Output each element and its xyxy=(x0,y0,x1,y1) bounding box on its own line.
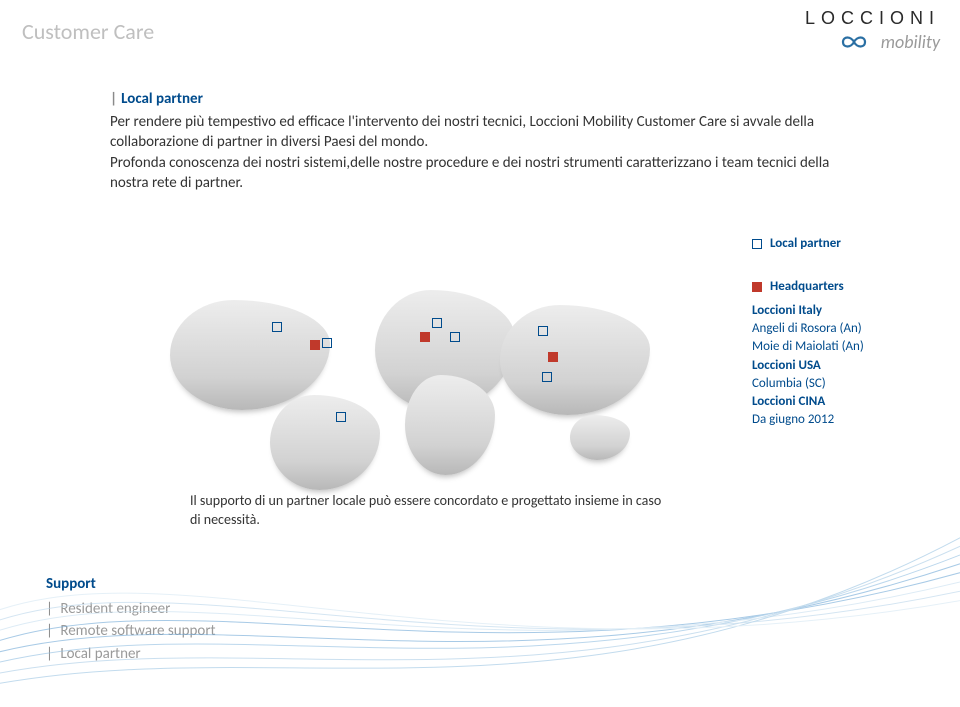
brand-name: LOCCIONI xyxy=(805,8,940,29)
hq-list-item: Loccioni USA xyxy=(752,357,922,375)
hq-list-item: Da giugno 2012 xyxy=(752,411,922,429)
footer-nav: Support | Resident engineer| Remote soft… xyxy=(46,573,216,665)
map-legend: Local partner Headquarters Loccioni Ital… xyxy=(752,236,922,429)
footer-nav-item-label: Local partner xyxy=(57,645,141,663)
infinity-icon xyxy=(833,31,875,53)
square-outline-icon xyxy=(752,239,762,249)
map-marker-partner xyxy=(538,326,548,336)
legend-headquarters-label: Headquarters xyxy=(770,279,844,294)
pipe-icon: | xyxy=(110,90,117,108)
brand-logo: LOCCIONI mobility xyxy=(805,8,940,53)
map-marker-hq xyxy=(548,352,558,362)
main-content: |Local partner Per rendere più tempestiv… xyxy=(110,90,830,193)
map-marker-hq xyxy=(420,332,430,342)
square-filled-icon xyxy=(752,282,762,292)
pipe-icon: | xyxy=(46,622,53,640)
headquarters-list: Loccioni ItalyAngeli di Rosora (An)Moie … xyxy=(752,302,922,429)
map-marker-partner xyxy=(450,332,460,342)
brand-tagline-row: mobility xyxy=(805,31,940,53)
section-heading: |Local partner xyxy=(110,90,830,108)
map-marker-partner xyxy=(322,338,332,348)
hq-list-item: Loccioni CINA xyxy=(752,393,922,411)
footer-nav-item-label: Remote software support xyxy=(57,622,216,640)
map-marker-partner xyxy=(542,372,552,382)
section-heading-text: Local partner xyxy=(121,90,203,108)
paragraph-1: Per rendere più tempestivo ed efficace l… xyxy=(110,112,830,153)
map-marker-partner xyxy=(336,412,346,422)
legend-local-partner: Local partner xyxy=(752,236,922,251)
map-caption: Il supporto di un partner locale può ess… xyxy=(190,492,670,530)
footer-nav-title: Support xyxy=(46,573,216,596)
footer-nav-item: | Remote software support xyxy=(46,620,216,643)
pipe-icon: | xyxy=(46,645,53,663)
hq-list-item: Moie di Maiolati (An) xyxy=(752,338,922,356)
map-marker-partner xyxy=(272,322,282,332)
hq-list-item: Columbia (SC) xyxy=(752,375,922,393)
hq-list-item: Loccioni Italy xyxy=(752,302,922,320)
map-marker-hq xyxy=(310,340,320,350)
legend-local-partner-label: Local partner xyxy=(770,236,841,251)
hq-list-item: Angeli di Rosora (An) xyxy=(752,320,922,338)
pipe-icon: | xyxy=(46,600,53,618)
paragraph-2: Profonda conoscenza dei nostri sistemi,d… xyxy=(110,153,830,194)
footer-nav-item-label: Resident engineer xyxy=(57,600,170,618)
world-map xyxy=(150,260,670,490)
map-marker-partner xyxy=(432,318,442,328)
page-title: Customer Care xyxy=(22,18,154,45)
brand-tagline: mobility xyxy=(881,31,940,53)
footer-nav-item: | Local partner xyxy=(46,643,216,666)
footer-nav-item: | Resident engineer xyxy=(46,598,216,621)
legend-headquarters: Headquarters xyxy=(752,279,922,294)
